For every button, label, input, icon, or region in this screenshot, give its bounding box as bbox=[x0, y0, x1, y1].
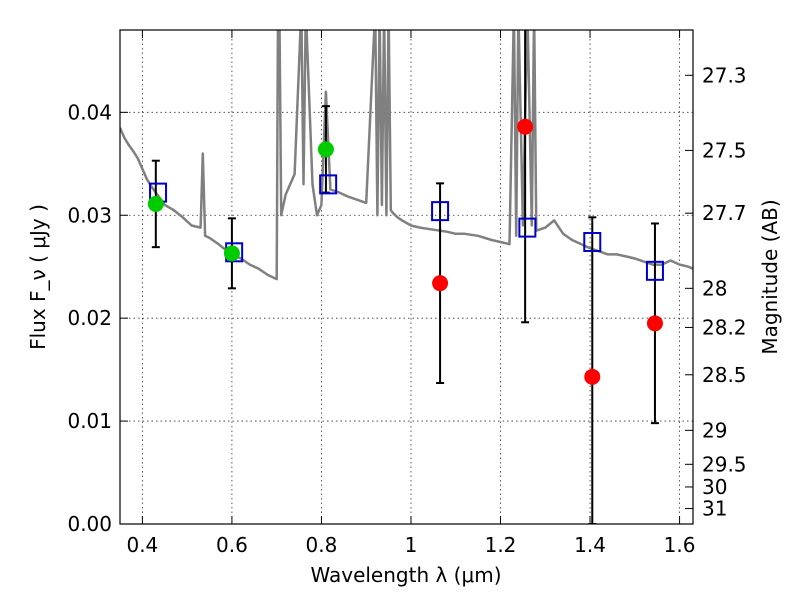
upper-flux-point bbox=[646, 315, 663, 332]
upper-flux-point bbox=[584, 368, 601, 385]
plot-frame bbox=[119, 29, 694, 525]
y-tick-label: 0.01 bbox=[67, 409, 112, 433]
mag-tick-label: 27.7 bbox=[702, 201, 747, 225]
upper-flux-point bbox=[517, 118, 534, 135]
y2-axis-label: Magnitude (AB) bbox=[758, 199, 782, 354]
model-photometry-square bbox=[583, 232, 602, 253]
mag-tick-label: 29.5 bbox=[702, 452, 747, 476]
x-tick-label: 0.8 bbox=[306, 533, 338, 557]
data-layer bbox=[120, 30, 693, 524]
mag-tick-label: 28.2 bbox=[702, 315, 747, 339]
axes: 0.4 0.6 0.8 1 1.2 1.4 1.6 0.00 0.01 0.02 0.03 0.04 2… bbox=[67, 30, 747, 557]
y-axis-label: Flux F_ν ( μJy ) bbox=[26, 204, 50, 350]
x-tick-label: 1.2 bbox=[485, 533, 517, 557]
mag-tick-label: 27.3 bbox=[702, 63, 747, 87]
mag-tick-label: 27.5 bbox=[702, 138, 747, 162]
detected-flux-point bbox=[147, 195, 164, 212]
model-photometry-square bbox=[319, 174, 338, 195]
plot-background bbox=[120, 30, 693, 524]
x-tick-label: 0.6 bbox=[216, 533, 248, 557]
mag-tick-label: 28 bbox=[702, 276, 727, 300]
x-axis-label: Wavelength λ (μm) bbox=[310, 563, 501, 587]
model-photometry-square bbox=[518, 217, 537, 238]
x-tick-label: 0.4 bbox=[126, 533, 158, 557]
x-tick-label: 1.4 bbox=[574, 533, 606, 557]
x-tick-label: 1.6 bbox=[664, 533, 696, 557]
mag-tick-label: 31 bbox=[702, 497, 727, 521]
model-photometry-square bbox=[645, 260, 664, 281]
mag-tick-label: 28.5 bbox=[702, 363, 747, 387]
y-tick-label: 0.04 bbox=[67, 100, 112, 124]
grid bbox=[120, 30, 693, 525]
mag-tick-label: 30 bbox=[702, 475, 727, 499]
upper-flux-point bbox=[432, 275, 449, 292]
detected-flux-point bbox=[317, 141, 334, 158]
y-tick-label: 0.00 bbox=[67, 512, 112, 536]
y-tick-label: 0.03 bbox=[67, 203, 112, 227]
x-tick-label: 1 bbox=[405, 533, 418, 557]
sed-model-line bbox=[120, 30, 693, 281]
mag-tick-label: 29 bbox=[702, 418, 727, 442]
detected-flux-point bbox=[223, 245, 240, 262]
y-tick-label: 0.02 bbox=[67, 306, 112, 330]
model-photometry-square bbox=[431, 201, 450, 222]
